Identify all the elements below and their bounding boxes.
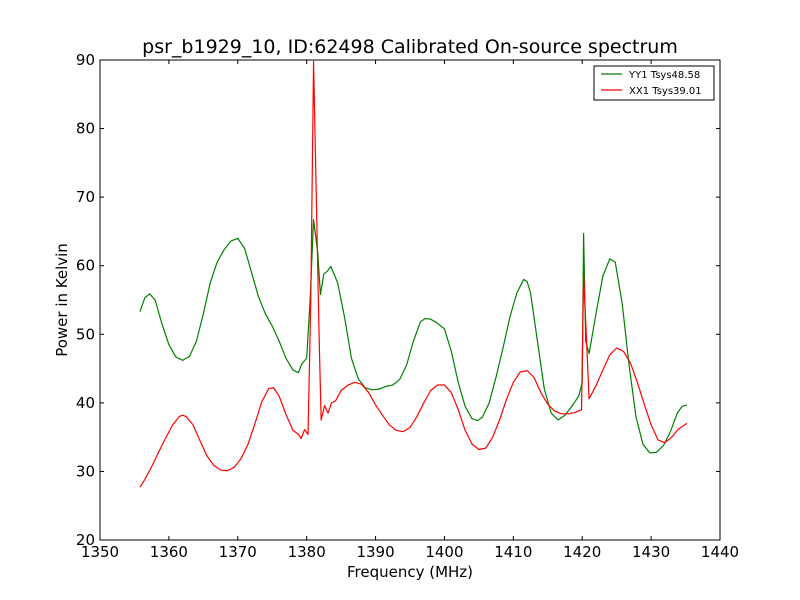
y-tick-label: 60	[76, 257, 95, 275]
x-tick-label: 1350	[81, 543, 119, 561]
x-tick-label: 1420	[563, 543, 601, 561]
x-tick-label: 1390	[356, 543, 394, 561]
x-tick-label: 1380	[288, 543, 326, 561]
x-tick-label: 1370	[219, 543, 257, 561]
legend-label-xx1: XX1 Tsys39.01	[629, 86, 702, 97]
x-tick-label: 1440	[701, 543, 739, 561]
legend-label-yy1: YY1 Tsys48.58	[628, 70, 700, 81]
x-tick-label: 1430	[632, 543, 670, 561]
x-tick-label: 1410	[494, 543, 532, 561]
y-tick-label: 90	[76, 51, 95, 69]
y-tick-label: 80	[76, 120, 95, 138]
x-axis-label: Frequency (MHz)	[347, 563, 473, 581]
legend: YY1 Tsys48.58 XX1 Tsys39.01	[593, 65, 715, 101]
x-tick-label: 1400	[425, 543, 463, 561]
y-tick-label: 50	[76, 325, 95, 343]
y-tick-label: 20	[76, 531, 95, 549]
y-tick-label: 70	[76, 188, 95, 206]
plot-area	[100, 60, 720, 540]
legend-box	[593, 65, 715, 101]
axis-ticks: 1350 1360 1370 1380 1390 1400 1410 1420 1430 1440…	[76, 51, 739, 561]
x-tick-label: 1360	[150, 543, 188, 561]
y-tick-label: 40	[76, 394, 95, 412]
series-line-xx1	[139, 60, 688, 488]
chart-title: psr_b1929_10, ID:62498 Calibrated On-sou…	[142, 36, 678, 58]
y-axis-label: Power in Kelvin	[53, 243, 71, 357]
series-line-yy1	[139, 219, 688, 454]
plot-frame	[99, 59, 721, 541]
y-tick-label: 30	[76, 462, 95, 480]
series-lines	[139, 60, 688, 488]
